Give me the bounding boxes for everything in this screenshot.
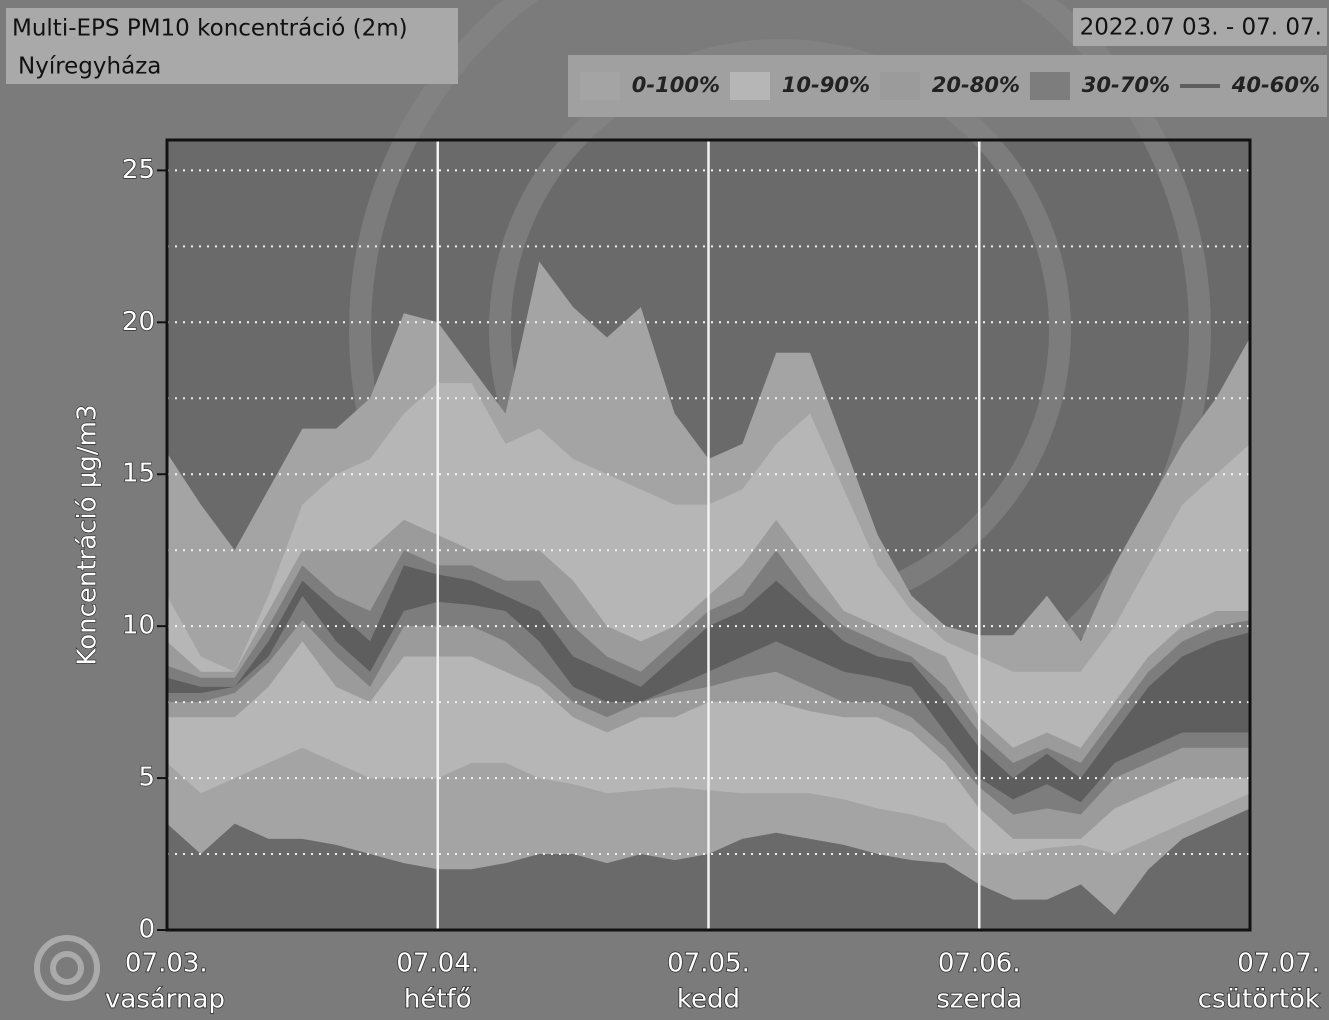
legend-label: 20-80% — [932, 73, 1020, 97]
y-tick-label: 5 — [138, 763, 155, 793]
x-tick-label: 07.04. — [396, 949, 479, 979]
legend-label: 0-100% — [632, 73, 720, 97]
legend-swatch — [730, 72, 770, 100]
y-tick-label: 0 — [138, 915, 155, 945]
y-tick-label: 25 — [122, 155, 155, 185]
x-tick-label: 07.06. — [938, 949, 1021, 979]
title-box — [6, 8, 458, 84]
legend-label: 40-60% — [1231, 73, 1320, 97]
legend-label: 30-70% — [1082, 73, 1170, 97]
x-weekday-label: kedd — [677, 985, 740, 1015]
x-tick-label: 07.07. — [1237, 949, 1320, 979]
legend-swatch — [1030, 72, 1070, 100]
y-axis-label: Koncentráció µg/m3 — [73, 404, 103, 665]
date-range: 2022.07 03. - 07. 07. — [1080, 15, 1322, 41]
plot-frame — [165, 138, 1252, 932]
x-tick-label: 07.05. — [667, 949, 750, 979]
chart-title: Multi-EPS PM10 koncentráció (2m) — [12, 16, 408, 42]
legend-swatch — [880, 72, 920, 100]
x-weekday-label: vasárnap — [105, 985, 225, 1015]
x-weekday-label: csütörtök — [1198, 985, 1320, 1015]
y-tick-label: 10 — [122, 611, 155, 641]
y-tick-label: 20 — [122, 307, 155, 337]
y-tick-label: 15 — [122, 459, 155, 489]
date-box — [1073, 8, 1327, 46]
legend-label: 10-90% — [782, 73, 870, 97]
subtitle: Nyíregyháza — [18, 54, 161, 80]
legend-swatch — [580, 72, 620, 100]
x-weekday-label: hétfő — [404, 985, 472, 1015]
x-tick-label: 07.03. — [125, 949, 208, 979]
logo — [34, 935, 100, 1001]
x-weekday-label: szerda — [936, 985, 1022, 1015]
